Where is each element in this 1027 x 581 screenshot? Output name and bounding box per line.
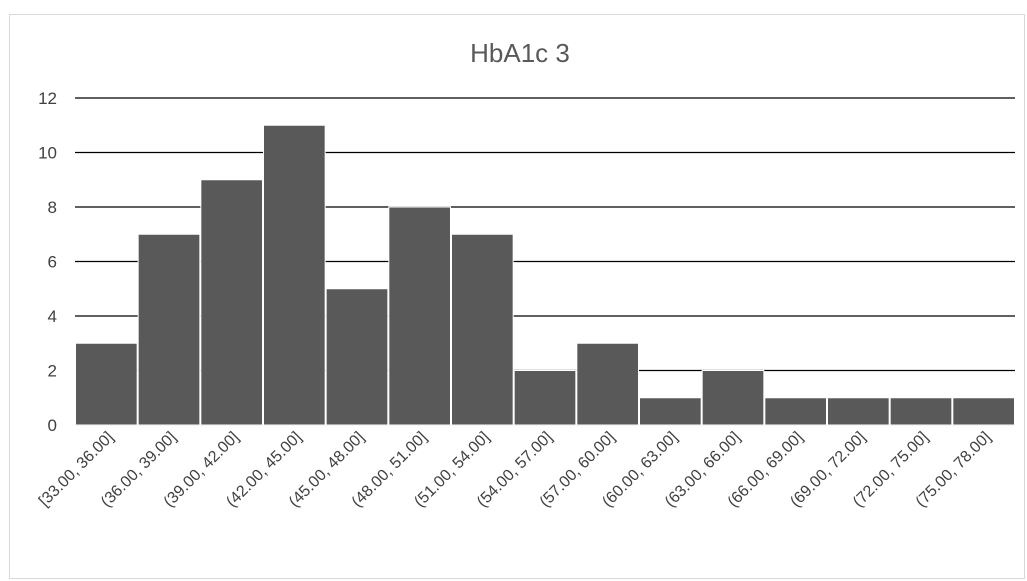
bar-6 (451, 233, 514, 426)
bar-5 (388, 206, 452, 426)
bar-7 (513, 370, 577, 426)
bar-12 (827, 397, 890, 426)
bar-2 (200, 179, 263, 426)
x-axis-ticks: [33.00, 36.00](36.00, 39.00](39.00, 42.0… (36, 429, 995, 511)
y-tick-label: 6 (48, 253, 57, 272)
y-tick-label: 4 (48, 307, 57, 326)
bar-11 (764, 397, 827, 426)
chart-title: HbA1c 3 (470, 38, 570, 68)
y-tick-label: 10 (38, 144, 57, 163)
bar-4 (325, 288, 389, 426)
y-tick-label: 0 (48, 416, 57, 435)
bars (75, 124, 1015, 426)
bar-8 (576, 342, 639, 426)
y-tick-label: 8 (48, 198, 57, 217)
bar-0 (75, 342, 138, 426)
bar-9 (639, 397, 702, 426)
bar-10 (701, 370, 765, 426)
bar-14 (952, 397, 1015, 426)
y-tick-label: 12 (38, 89, 57, 108)
y-axis-ticks: 0 2 4 6 8 10 12 (38, 89, 57, 435)
bar-3 (263, 124, 326, 426)
bar-1 (137, 233, 201, 426)
y-tick-label: 2 (48, 362, 57, 381)
bar-13 (889, 397, 953, 426)
